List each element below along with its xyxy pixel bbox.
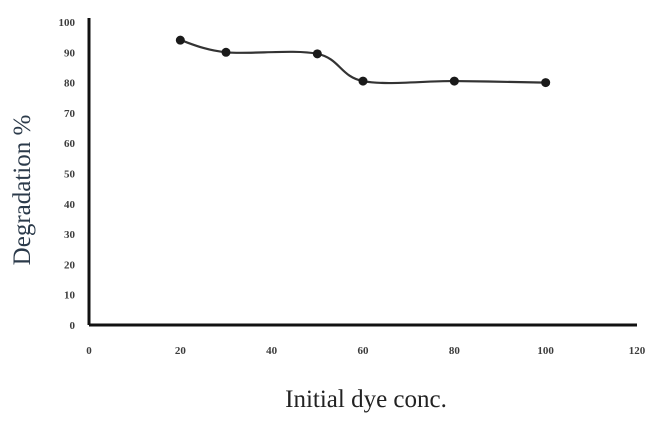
data-point <box>221 47 231 57</box>
x-tick-label: 60 <box>358 345 370 357</box>
y-axis-label: Degradation % <box>9 115 36 266</box>
y-tick-label: 20 <box>64 259 76 271</box>
y-tick-label: 50 <box>64 169 76 181</box>
data-point <box>312 49 322 59</box>
y-tick-label: 70 <box>64 108 76 120</box>
y-tick-label: 90 <box>64 47 76 59</box>
y-tick-label: 10 <box>64 290 76 302</box>
y-tick-label: 0 <box>70 320 76 332</box>
y-tick-label: 60 <box>64 138 76 150</box>
x-tick-label: 0 <box>86 345 92 357</box>
x-tick-label: 120 <box>629 345 646 357</box>
x-axis-label: Initial dye conc. <box>285 386 447 413</box>
x-tick-label: 20 <box>175 345 187 357</box>
y-tick-label: 80 <box>64 78 76 90</box>
data-point <box>449 76 459 86</box>
y-tick-labels: 0 10 20 30 40 50 60 70 80 90 100 <box>59 17 76 332</box>
y-tick-label: 100 <box>59 17 76 29</box>
x-tick-label: 40 <box>266 345 278 357</box>
data-point <box>358 76 368 86</box>
y-tick-label: 40 <box>64 199 76 211</box>
data-point <box>175 35 185 45</box>
data-point <box>541 78 551 88</box>
y-tick-label: 30 <box>64 229 76 241</box>
x-tick-label: 100 <box>537 345 554 357</box>
x-tick-labels: 0 20 40 60 80 100 120 <box>86 345 646 357</box>
data-markers <box>175 35 551 88</box>
x-tick-label: 80 <box>449 345 461 357</box>
